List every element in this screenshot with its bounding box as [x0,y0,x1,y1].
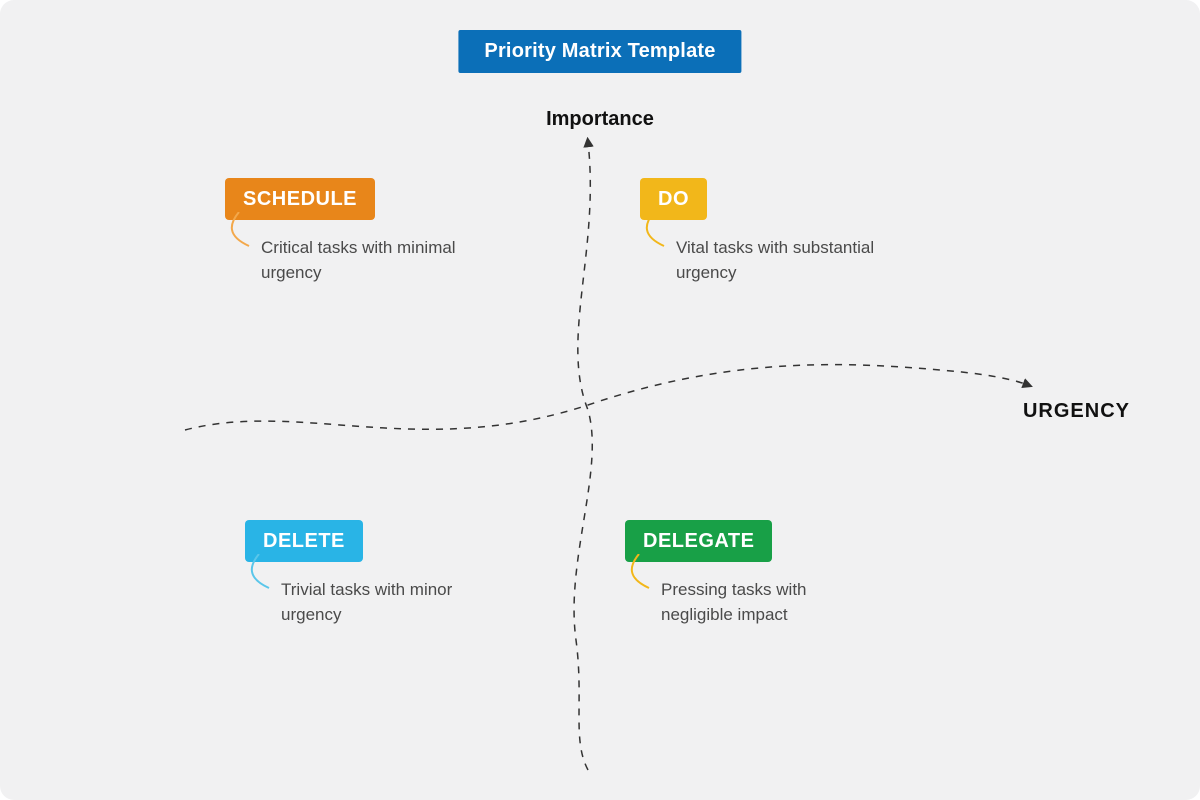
horizontal-axis [185,365,1028,430]
badge-schedule: SCHEDULE [225,178,375,220]
quadrant-do: DO Vital tasks with substantial urgency [640,178,886,285]
quadrant-delegate: DELEGATE Pressing tasks with negligible … [625,520,871,627]
desc-delete: Trivial tasks with minor urgency [281,578,491,627]
badge-delegate: DELEGATE [625,520,772,562]
quadrant-delete: DELETE Trivial tasks with minor urgency [245,520,491,627]
quadrant-schedule: SCHEDULE Critical tasks with minimal urg… [225,178,471,285]
desc-do: Vital tasks with substantial urgency [676,236,886,285]
desc-schedule: Critical tasks with minimal urgency [261,236,471,285]
axis-label-importance: Importance [546,108,654,131]
badge-do: DO [640,178,707,220]
axis-label-urgency: URGENCY [1023,400,1130,423]
vertical-axis [574,142,592,770]
badge-delete: DELETE [245,520,363,562]
desc-delegate: Pressing tasks with negligible impact [661,578,871,627]
priority-matrix-canvas: Priority Matrix Template Importance URGE… [0,0,1200,800]
diagram-title: Priority Matrix Template [458,30,741,73]
